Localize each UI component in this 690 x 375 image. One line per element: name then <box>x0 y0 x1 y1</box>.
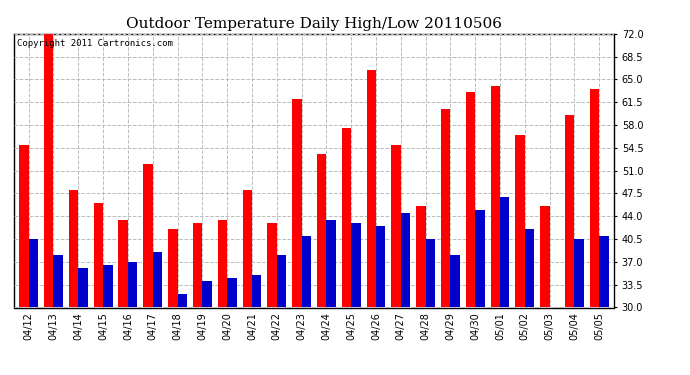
Bar <box>466 92 475 308</box>
Bar <box>351 223 361 308</box>
Bar <box>218 219 227 308</box>
Title: Outdoor Temperature Daily High/Low 20110506: Outdoor Temperature Daily High/Low 20110… <box>126 17 502 31</box>
Bar <box>78 268 88 308</box>
Bar <box>475 210 484 308</box>
Bar <box>491 86 500 308</box>
Bar <box>317 154 326 308</box>
Bar <box>292 99 302 308</box>
Bar <box>193 223 202 308</box>
Bar <box>242 190 252 308</box>
Bar <box>44 30 54 308</box>
Bar <box>326 219 336 308</box>
Bar <box>540 207 550 308</box>
Bar <box>565 115 574 308</box>
Bar <box>515 135 525 308</box>
Bar <box>416 207 426 308</box>
Bar <box>29 239 38 308</box>
Bar <box>500 197 509 308</box>
Bar <box>227 278 237 308</box>
Bar <box>277 255 286 308</box>
Bar <box>376 226 386 308</box>
Bar <box>69 190 78 308</box>
Bar <box>590 89 599 308</box>
Bar <box>128 262 137 308</box>
Bar <box>19 144 29 308</box>
Bar <box>119 219 128 308</box>
Text: Copyright 2011 Cartronics.com: Copyright 2011 Cartronics.com <box>17 39 172 48</box>
Bar <box>267 223 277 308</box>
Bar <box>202 281 212 308</box>
Bar <box>441 109 451 308</box>
Bar <box>574 239 584 308</box>
Bar <box>599 236 609 308</box>
Bar <box>152 252 162 308</box>
Bar <box>144 164 152 308</box>
Bar <box>366 70 376 308</box>
Bar <box>302 236 311 308</box>
Bar <box>401 213 410 308</box>
Bar <box>451 255 460 308</box>
Bar <box>94 203 103 308</box>
Bar <box>168 229 177 308</box>
Bar <box>54 255 63 308</box>
Bar <box>103 265 112 308</box>
Bar <box>177 294 187 307</box>
Bar <box>525 229 534 308</box>
Bar <box>426 239 435 308</box>
Bar <box>391 144 401 308</box>
Bar <box>342 128 351 308</box>
Bar <box>252 275 262 308</box>
